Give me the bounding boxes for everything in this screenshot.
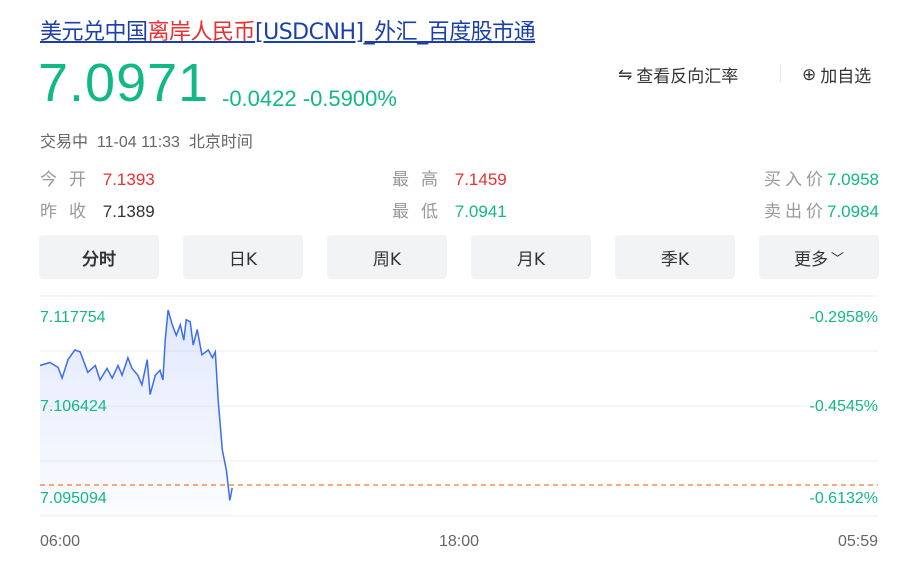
tab-weekly-k[interactable]: 周K xyxy=(327,235,447,279)
y-tick-right-0: -0.2958% xyxy=(810,309,879,326)
quote-time: 11-04 11:33 xyxy=(96,134,180,151)
stat-ask: 卖出价7.0984 xyxy=(764,197,879,222)
tab-more[interactable]: 更多 ﹀ xyxy=(759,235,879,279)
tab-monthly-k[interactable]: 月K xyxy=(471,235,591,279)
y-tick-left-2: 7.095094 xyxy=(40,490,107,507)
value: 7.1459 xyxy=(454,170,507,189)
y-tick-right-2: -0.6132% xyxy=(810,490,879,507)
value: 7.1393 xyxy=(102,170,155,189)
price-area xyxy=(40,310,233,516)
label: 卖出价 xyxy=(764,202,827,221)
add-watchlist-label: 加自选 xyxy=(820,67,872,87)
value: 7.0958 xyxy=(827,170,879,189)
x-tick-1: 18:00 xyxy=(439,533,479,550)
y-tick-right-1: -0.4545% xyxy=(810,398,879,415)
value: 7.0984 xyxy=(827,202,879,221)
label: 今开 xyxy=(40,170,98,189)
chevron-down-icon: ﹀ xyxy=(830,251,844,267)
label: 最高 xyxy=(392,170,450,189)
trading-status: 交易中 11-04 11:33 北京时间 xyxy=(40,128,253,152)
title-suffix: [USDCNH]_外汇_百度股市通 xyxy=(255,20,536,45)
more-label: 更多 xyxy=(793,249,828,270)
y-tick-left-1: 7.106424 xyxy=(40,398,107,415)
page-title[interactable]: 美元兑中国离岸人民币[USDCNH]_外汇_百度股市通 xyxy=(40,14,536,46)
change-value: -0.0422 xyxy=(222,86,297,111)
stat-bid: 买入价7.0958 xyxy=(764,165,879,190)
stat-low: 最低 7.0941 xyxy=(392,197,507,222)
x-tick-0: 06:00 xyxy=(40,533,80,550)
timezone: 北京时间 xyxy=(188,134,253,151)
swap-arrows-icon: ⇋ xyxy=(618,64,633,85)
circle-plus-icon: ⊕ xyxy=(802,64,817,85)
title-text: 美元兑中国 xyxy=(40,20,148,45)
reverse-rate-button[interactable]: ⇋ 查看反向汇率 xyxy=(618,62,739,88)
label: 最低 xyxy=(392,202,450,221)
y-tick-left-0: 7.117754 xyxy=(40,309,106,326)
label: 昨收 xyxy=(40,202,98,221)
chart-period-tabs: 分时 日K 周K 月K 季K 更多 ﹀ xyxy=(39,235,879,279)
price-change: -0.0422 -0.5900% xyxy=(222,86,397,112)
value: 7.0941 xyxy=(454,202,507,221)
current-price: 7.0971 xyxy=(38,53,210,113)
stat-open: 今开 7.1393 xyxy=(40,165,155,190)
x-tick-2: 05:59 xyxy=(838,533,878,550)
title-highlight: 离岸人民币 xyxy=(147,20,256,45)
tab-quarterly-k[interactable]: 季K xyxy=(615,235,735,279)
add-watchlist-button[interactable]: ⊕ 加自选 xyxy=(802,62,872,88)
status-text: 交易中 xyxy=(40,134,89,151)
price-line xyxy=(39,309,233,501)
stat-prev-close: 昨收 7.1389 xyxy=(40,197,155,222)
reverse-rate-label: 查看反向汇率 xyxy=(636,67,739,87)
divider xyxy=(780,64,781,82)
label: 买入价 xyxy=(764,170,827,189)
tab-daily-k[interactable]: 日K xyxy=(183,235,303,279)
tab-intraday[interactable]: 分时 xyxy=(39,235,159,279)
stat-high: 最高 7.1459 xyxy=(392,165,507,190)
value: 7.1389 xyxy=(102,202,155,221)
change-percent: -0.5900% xyxy=(302,86,397,111)
